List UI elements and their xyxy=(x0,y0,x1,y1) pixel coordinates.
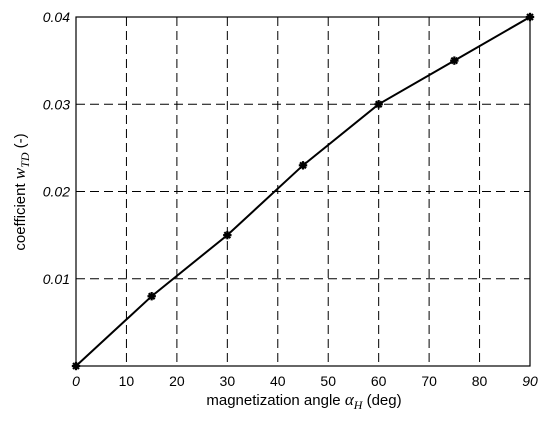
x-tick-label: 80 xyxy=(472,373,488,389)
x-tick-label: 10 xyxy=(119,373,135,389)
y-axis-ticks: 0.01 0.02 0.03 0.04 xyxy=(43,9,70,287)
data-series xyxy=(71,12,535,371)
x-tick-label: 0 xyxy=(72,373,80,389)
y-axis-label: coefficient wTD (-) xyxy=(10,133,32,250)
x-axis-label: magnetization angle αH (deg) xyxy=(206,390,401,412)
x-tick-label: 90 xyxy=(522,373,538,389)
data-point-marker xyxy=(450,56,459,65)
x-tick-label: 70 xyxy=(421,373,437,389)
y-tick-label: 0.03 xyxy=(43,96,70,112)
data-point-marker xyxy=(147,292,156,301)
x-tick-label: 30 xyxy=(220,373,236,389)
y-tick-label: 0.04 xyxy=(43,9,70,25)
grid-lines xyxy=(76,17,530,366)
data-point-marker xyxy=(71,361,81,371)
data-point-marker xyxy=(374,100,383,109)
data-point-marker xyxy=(298,161,308,170)
plot-frame xyxy=(75,16,531,367)
x-tick-label: 40 xyxy=(270,373,286,389)
x-tick-label: 20 xyxy=(169,373,185,389)
x-tick-label: 50 xyxy=(320,373,336,389)
data-point-marker xyxy=(525,12,535,22)
y-tick-label: 0.02 xyxy=(43,184,70,200)
x-axis-ticks: 0 10 20 30 40 50 60 70 80 90 xyxy=(72,373,538,389)
y-tick-label: 0.01 xyxy=(43,271,70,287)
x-tick-label: 60 xyxy=(371,373,387,389)
data-point-marker xyxy=(223,230,232,240)
